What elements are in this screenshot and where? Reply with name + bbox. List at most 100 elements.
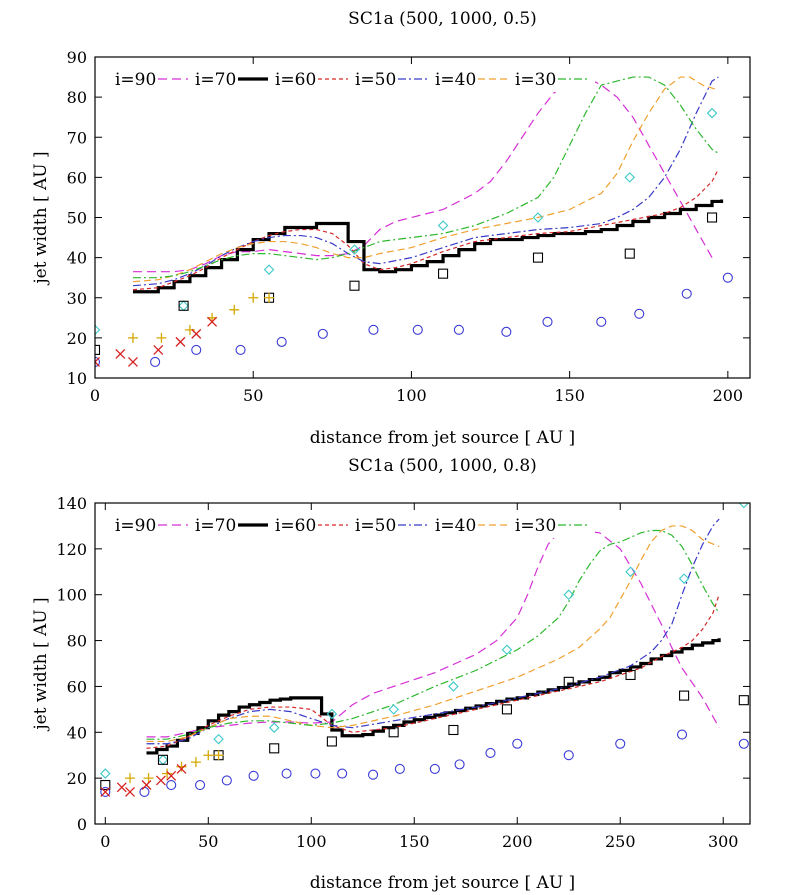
circle-marker xyxy=(596,316,607,327)
square-marker xyxy=(738,695,749,706)
diamond-marker xyxy=(563,589,575,600)
square-marker xyxy=(563,676,574,687)
circle-marker xyxy=(100,786,111,797)
circle-marker xyxy=(166,779,177,791)
series-i-70 xyxy=(132,199,724,294)
square-marker xyxy=(532,252,544,263)
diamond-marker xyxy=(678,573,690,584)
x-axis-label: distance from jet source [ AU ] xyxy=(310,428,575,448)
legend: i=90 i=70 i=60 i=50 i=40 i=30 xyxy=(105,512,595,538)
series-i-40 xyxy=(146,525,720,743)
circle-marker xyxy=(368,324,379,335)
square-marker xyxy=(448,724,459,736)
plus-marker xyxy=(203,750,214,761)
circle-marker xyxy=(368,769,379,780)
y-tick-label: 20 xyxy=(67,329,87,348)
circle-marker xyxy=(95,356,101,367)
y-tick-label: 60 xyxy=(67,168,87,187)
diamond-marker xyxy=(437,220,449,231)
cross-marker xyxy=(115,348,126,359)
plot-frame xyxy=(94,56,751,379)
x-tick-label: 150 xyxy=(554,386,585,405)
x-tick-label: 50 xyxy=(243,386,263,405)
cross-marker xyxy=(116,782,127,793)
legend-label: i=30 xyxy=(515,516,556,536)
series-i-60 xyxy=(132,169,719,291)
chart-title: SC1a (500, 1000, 0.5) xyxy=(348,9,537,29)
x-tick-label: 150 xyxy=(399,832,430,851)
legend-label: i=70 xyxy=(195,70,236,90)
y-tick-label: 100 xyxy=(56,586,87,605)
square-marker xyxy=(438,268,449,279)
cross-marker xyxy=(155,775,166,786)
diamond-marker xyxy=(326,708,338,720)
square-marker xyxy=(501,704,512,715)
y-tick-label: 40 xyxy=(67,723,87,742)
circle-marker xyxy=(453,324,464,335)
legend-label: i=70 xyxy=(195,516,236,536)
circle-marker xyxy=(512,738,523,749)
diamond-marker xyxy=(178,300,189,312)
y-axis-label: jet width [ AU ] xyxy=(31,151,51,285)
y-tick-label: 50 xyxy=(67,209,87,228)
cross-marker xyxy=(176,764,187,774)
diamond-marker xyxy=(706,107,718,119)
diamond-marker xyxy=(448,681,459,692)
plus-marker xyxy=(248,292,259,303)
y-tick-label: 70 xyxy=(67,128,87,147)
cross-marker xyxy=(128,356,138,367)
plot-frame xyxy=(94,502,751,825)
diamond-marker xyxy=(213,733,224,745)
diamond-marker xyxy=(95,324,101,336)
diamond-marker xyxy=(738,503,750,509)
diamond-marker xyxy=(349,244,360,255)
circle-marker xyxy=(501,326,512,337)
y-tick-label: 10 xyxy=(67,369,87,388)
y-tick-label: 30 xyxy=(67,289,87,308)
diamond-marker xyxy=(625,566,636,578)
x-tick-label: 0 xyxy=(100,832,110,851)
circle-marker xyxy=(194,779,206,791)
plus-marker xyxy=(184,324,195,335)
series-i-90 xyxy=(132,76,713,273)
circle-marker xyxy=(191,344,202,355)
square-marker xyxy=(269,743,280,754)
y-tick-label: 90 xyxy=(67,48,87,67)
series-i-40 xyxy=(132,76,716,283)
diamond-marker xyxy=(624,172,636,183)
circle-marker xyxy=(139,786,150,797)
series-i-50 xyxy=(132,76,719,287)
diamond-marker xyxy=(263,264,275,275)
circle-marker xyxy=(310,768,321,779)
series-i-60 xyxy=(146,594,720,749)
plus-marker xyxy=(229,304,240,315)
plus-marker xyxy=(125,773,136,784)
cross-marker xyxy=(125,786,135,797)
x-tick-label: 300 xyxy=(708,832,739,851)
legend-label: i=50 xyxy=(355,516,396,536)
x-tick-label: 250 xyxy=(605,832,636,851)
plus-marker xyxy=(162,768,173,779)
square-marker xyxy=(624,248,635,259)
circle-marker xyxy=(221,775,232,786)
plot-area xyxy=(100,503,750,797)
series-i-70 xyxy=(146,638,721,755)
plot-area xyxy=(95,76,733,368)
cross-marker xyxy=(175,336,186,347)
square-marker xyxy=(95,344,101,355)
plus-marker xyxy=(176,761,187,772)
legend-label: i=90 xyxy=(115,70,156,90)
circle-marker xyxy=(235,344,246,355)
y-tick-label: 40 xyxy=(67,249,87,268)
x-tick-label: 100 xyxy=(296,832,327,851)
y-tick-label: 20 xyxy=(67,769,87,788)
cross-marker xyxy=(141,780,152,790)
x-axis-label: distance from jet source [ AU ] xyxy=(310,873,575,893)
circle-marker xyxy=(394,763,405,775)
diamond-marker xyxy=(501,644,513,656)
circle-marker xyxy=(563,750,574,761)
legend-label: i=40 xyxy=(435,516,476,536)
circle-marker xyxy=(248,770,259,781)
y-tick-label: 80 xyxy=(67,632,87,651)
